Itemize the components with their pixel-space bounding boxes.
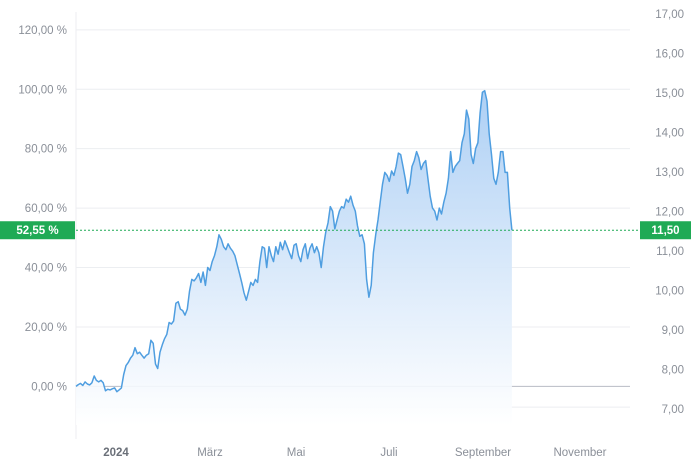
left-tick-label: 120,00 % [18,25,67,37]
x-axis: 2024 März Mai Juli September November [103,447,606,459]
x-tick-label: 2024 [103,447,129,459]
current-percent-label: 52,55 % [16,225,58,237]
right-tick-label: 10,00 [655,286,684,298]
right-tick-label: 17,00 [655,9,684,21]
right-tick-label: 13,00 [655,167,684,179]
series-line [75,89,513,393]
left-tick-label: 60,00 % [25,203,67,215]
left-tick-label: 40,00 % [25,263,67,275]
x-tick-label: Mai [287,447,306,459]
left-tick-label: 100,00 % [18,84,67,96]
right-tick-label: 11,00 [656,246,684,258]
right-tick-label: 7,00 [662,404,684,416]
right-tick-label: 16,00 [655,49,684,61]
left-axis: 0,00 % 20,00 % 40,00 % 60,00 % 80,00 % 100,00… [18,25,67,394]
right-tick-label: 12,00 [655,207,684,219]
right-tick-label: 14,00 [655,128,684,140]
right-tick-label: 15,00 [655,88,684,100]
left-tick-label: 80,00 % [25,144,67,156]
x-tick-label: September [455,447,511,459]
right-tick-label: 8,00 [662,365,684,377]
current-value-reference: 52,55 % 11,50 [0,221,691,240]
current-price-badge [640,221,691,240]
area-shape [76,90,512,425]
current-percent-badge [0,221,75,240]
price-line [75,89,513,393]
left-tick-label: 0,00 % [31,381,67,393]
left-tick-label: 20,00 % [25,322,67,334]
current-price-label: 11,50 [651,225,679,237]
area-fill [76,90,512,425]
x-tick-label: Juli [380,447,397,459]
right-axis: 7,00 8,00 9,00 10,00 11,00 12,00 13,00 14,00 15,… [655,9,684,416]
right-tick-label: 9,00 [662,325,684,337]
x-tick-label: November [553,447,606,459]
x-tick-label: März [197,447,223,459]
